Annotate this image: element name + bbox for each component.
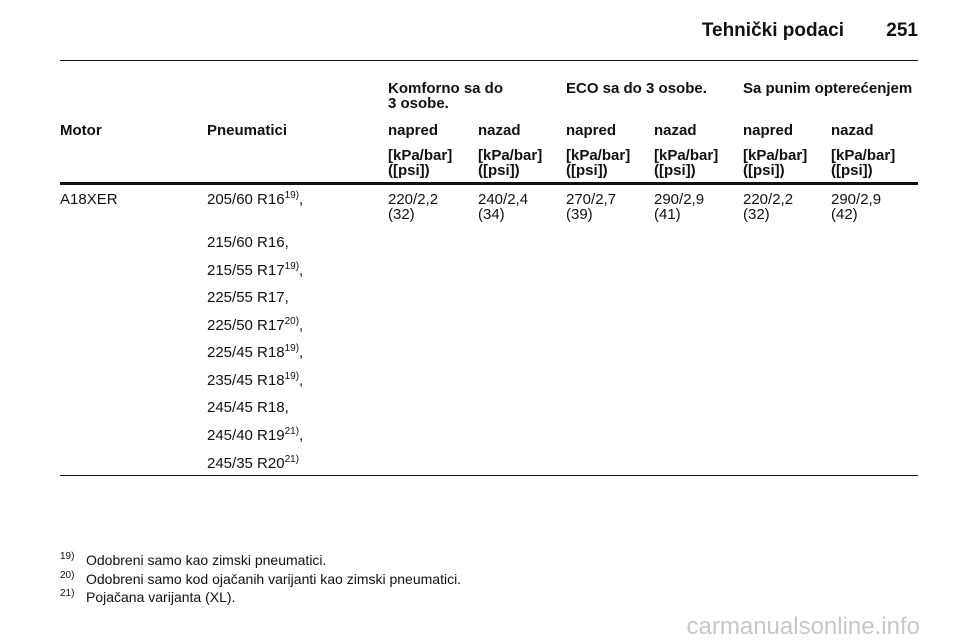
column-header: Motor bbox=[60, 122, 102, 139]
note-ref: 19) bbox=[284, 371, 300, 382]
pressure: (39) bbox=[566, 206, 593, 223]
tire: 215/60 R16, bbox=[207, 235, 289, 251]
pressure: (34) bbox=[478, 206, 505, 223]
group-header: Sa punim opterećenjem bbox=[743, 80, 913, 97]
unit: [kPa/bar] bbox=[654, 147, 719, 164]
tire-size: 245/45 R18 bbox=[207, 399, 285, 416]
unit: ([psi]) bbox=[831, 162, 873, 179]
note-ref: 21) bbox=[284, 454, 300, 465]
column-header: nazad bbox=[831, 122, 874, 139]
pressure: (32) bbox=[388, 206, 415, 223]
pressure: 220/2,2 bbox=[743, 191, 794, 208]
tire-size: 245/35 R20 bbox=[207, 455, 285, 472]
column-header: nazad bbox=[654, 122, 697, 139]
page-number: 251 bbox=[886, 20, 918, 41]
tire: 235/45 R1819), bbox=[207, 371, 304, 389]
tire: 225/55 R17, bbox=[207, 290, 289, 306]
tire: 245/45 R18, bbox=[207, 400, 289, 416]
group-header: Komforno sa do bbox=[388, 80, 503, 97]
separator: , bbox=[299, 372, 304, 389]
tire: 245/35 R2021) bbox=[207, 454, 300, 472]
table-end-rule bbox=[60, 475, 918, 476]
unit: [kPa/bar] bbox=[566, 147, 631, 164]
header-rule bbox=[60, 60, 918, 61]
tire: 205/60 R1619), bbox=[207, 190, 304, 208]
separator: , bbox=[284, 399, 289, 416]
group-header: 3 osobe. bbox=[388, 95, 449, 112]
note-ref: 20) bbox=[284, 316, 300, 327]
footnote-mark: 21) bbox=[60, 588, 75, 599]
unit: ([psi]) bbox=[388, 162, 430, 179]
group-header: ECO sa do 3 osobe. bbox=[566, 80, 707, 97]
note-ref: 19) bbox=[284, 343, 300, 354]
unit: ([psi]) bbox=[478, 162, 520, 179]
separator: , bbox=[299, 262, 304, 279]
tire: 225/45 R1819), bbox=[207, 343, 304, 361]
pressure: 240/2,4 bbox=[478, 191, 529, 208]
pressure: 270/2,7 bbox=[566, 191, 617, 208]
pressure: (41) bbox=[654, 206, 681, 223]
unit: [kPa/bar] bbox=[743, 147, 808, 164]
tire-size: 225/55 R17 bbox=[207, 289, 285, 306]
separator: , bbox=[284, 289, 289, 306]
unit: [kPa/bar] bbox=[831, 147, 896, 164]
note-ref: 19) bbox=[284, 261, 300, 272]
table-header-rule bbox=[60, 182, 918, 185]
tire-size: 245/40 R19 bbox=[207, 427, 285, 444]
tire-size: 235/45 R18 bbox=[207, 372, 285, 389]
pressure: (32) bbox=[743, 206, 770, 223]
column-header: nazad bbox=[478, 122, 521, 139]
unit: [kPa/bar] bbox=[388, 147, 453, 164]
motor: A18XER bbox=[60, 191, 118, 208]
pressure: 220/2,2 bbox=[388, 191, 439, 208]
footnote-text: Odobreni samo kod ojačanih varijanti kao… bbox=[86, 570, 462, 587]
separator: , bbox=[299, 427, 304, 444]
note-ref: 19) bbox=[284, 190, 300, 201]
tire: 245/40 R1921), bbox=[207, 426, 304, 444]
footnote-mark: 19) bbox=[60, 551, 75, 562]
unit: [kPa/bar] bbox=[478, 147, 543, 164]
tire-size: 215/60 R16 bbox=[207, 234, 285, 251]
column-header: napred bbox=[566, 122, 617, 139]
pressure: 290/2,9 bbox=[654, 191, 705, 208]
tire-size: 215/55 R17 bbox=[207, 262, 285, 279]
unit: ([psi]) bbox=[743, 162, 785, 179]
pressure: (42) bbox=[831, 206, 858, 223]
note-ref: 21) bbox=[284, 426, 300, 437]
column-header: napred bbox=[743, 122, 794, 139]
column-header: napred bbox=[388, 122, 439, 139]
pressure: 290/2,9 bbox=[831, 191, 882, 208]
column-header: Pneumatici bbox=[207, 122, 288, 139]
footnote-mark: 20) bbox=[60, 569, 75, 581]
tire-size: 225/50 R17 bbox=[207, 317, 285, 334]
footnote-text: Odobreni samo kao zimski pneumatici. bbox=[86, 552, 327, 568]
separator: , bbox=[299, 344, 304, 361]
tire-size: 225/45 R18 bbox=[207, 344, 285, 361]
tire: 225/50 R1720), bbox=[207, 316, 304, 334]
unit: ([psi]) bbox=[654, 162, 696, 179]
separator: , bbox=[284, 234, 289, 251]
separator: , bbox=[299, 317, 304, 334]
watermark: carmanualsonline.info bbox=[686, 613, 920, 640]
unit: ([psi]) bbox=[566, 162, 608, 179]
tire-size: 205/60 R16 bbox=[207, 191, 285, 208]
page-title: Tehnički podaci bbox=[701, 20, 844, 41]
footnote-text: Pojačana varijanta (XL). bbox=[86, 589, 236, 605]
tire: 215/55 R1719), bbox=[207, 261, 304, 279]
separator: , bbox=[299, 191, 304, 208]
